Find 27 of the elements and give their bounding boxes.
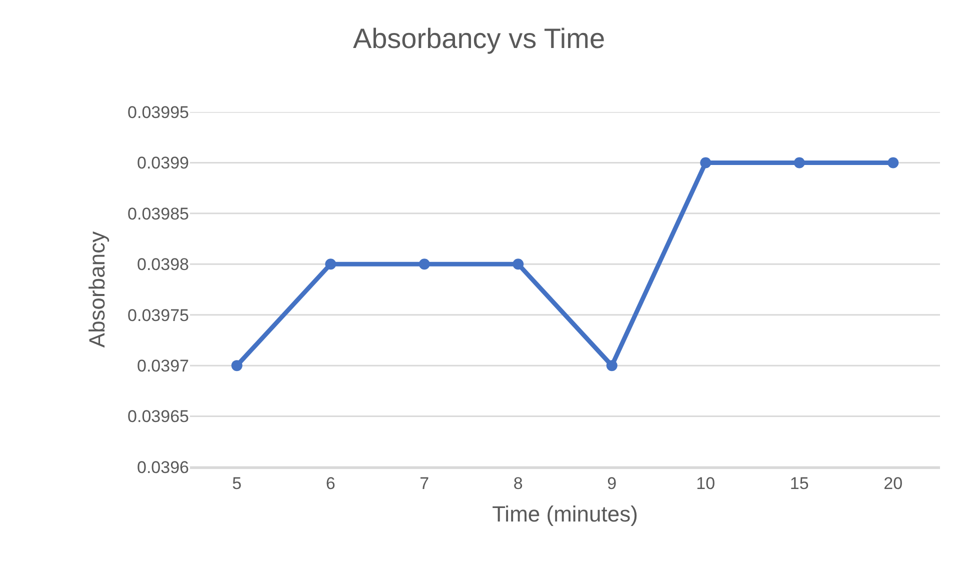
point bbox=[700, 157, 712, 168]
point bbox=[606, 360, 618, 372]
y-axis-title: Absorbancy bbox=[84, 231, 110, 348]
x-tick-label: 8 bbox=[513, 474, 523, 494]
y-tick-label: 0.0399 bbox=[137, 154, 189, 173]
point bbox=[418, 258, 430, 270]
y-tick-label: 0.0397 bbox=[137, 356, 189, 376]
y-tick-label: 0.03985 bbox=[128, 204, 189, 224]
y-tick-label: 0.0398 bbox=[137, 255, 189, 274]
x-tick-label: 7 bbox=[420, 474, 430, 494]
x-tick-label: 20 bbox=[884, 474, 903, 494]
point bbox=[325, 258, 336, 270]
y-tick-label: 0.03995 bbox=[128, 102, 189, 122]
point bbox=[794, 157, 805, 168]
x-tick-label: 10 bbox=[696, 474, 716, 494]
x-tick-label: 5 bbox=[232, 474, 242, 494]
y-tick-label: 0.03975 bbox=[128, 306, 189, 325]
y-tick-label: 0.0396 bbox=[137, 458, 189, 477]
point bbox=[512, 258, 524, 270]
x-tick-label: 6 bbox=[326, 474, 336, 494]
y-tick-label: 0.03965 bbox=[128, 407, 189, 426]
point bbox=[231, 360, 242, 372]
point bbox=[888, 157, 899, 168]
x-tick-label: 15 bbox=[790, 474, 809, 494]
x-axis-title: Time (minutes) bbox=[492, 502, 638, 527]
chart-title: Absorbancy vs Time bbox=[352, 22, 606, 54]
x-tick-label: 9 bbox=[607, 474, 617, 494]
